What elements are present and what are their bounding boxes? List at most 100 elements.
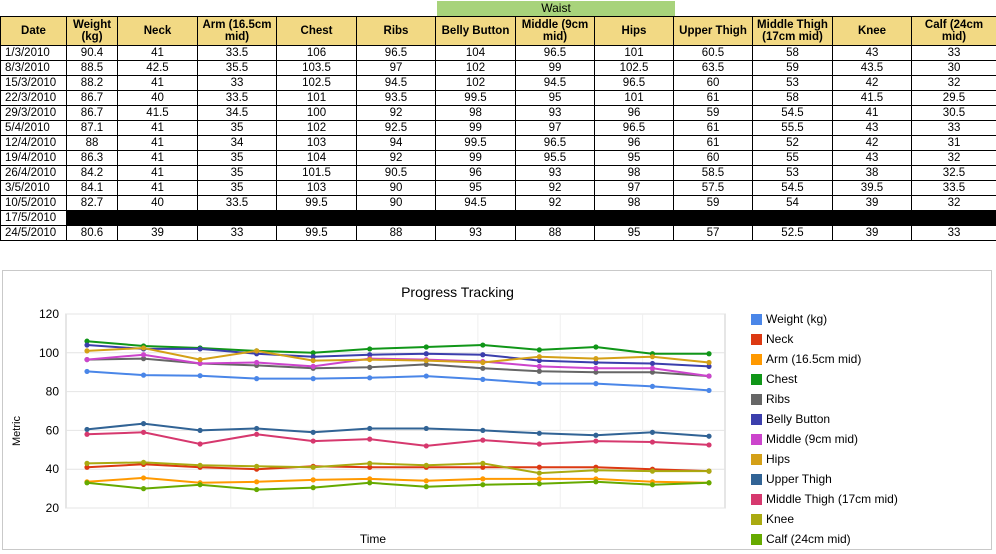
table-cell: 96: [594, 135, 674, 151]
chart-title: Progress Tracking: [401, 284, 514, 300]
table-cell: 40: [117, 90, 198, 106]
data-point: [423, 373, 429, 379]
data-point: [593, 359, 599, 366]
legend-item: Hips: [751, 449, 898, 469]
table-cell: 32: [911, 195, 996, 211]
column-header: Hips: [594, 16, 674, 46]
data-point: [480, 464, 486, 470]
data-point: [423, 361, 429, 368]
table-cell: 90: [356, 180, 436, 196]
table-cell: 63.5: [673, 60, 753, 76]
legend-item: Chest: [751, 369, 898, 389]
table-cell: 55.5: [752, 120, 833, 136]
table-cell: 101: [276, 90, 357, 106]
data-point: [423, 443, 429, 449]
data-point: [254, 348, 260, 354]
table-cell: 35.5: [197, 60, 277, 76]
data-point: [536, 380, 542, 387]
data-point: [480, 359, 486, 366]
legend-swatch: [751, 353, 762, 365]
table-cell: 92: [356, 150, 436, 166]
data-point: [84, 426, 90, 433]
table-cell: 90: [356, 195, 436, 211]
data-point: [310, 350, 316, 356]
table-cell: 30: [911, 60, 996, 76]
data-point: [254, 376, 260, 382]
table-cell-date: 15/3/2010: [0, 75, 67, 91]
table-cell: 41: [117, 135, 198, 151]
legend-swatch: [751, 513, 762, 525]
table-cell: 41: [117, 165, 198, 181]
data-point: [593, 344, 599, 350]
data-point: [480, 376, 486, 382]
table-cell: 95: [435, 180, 516, 196]
table-cell: 102.5: [594, 60, 674, 76]
table-cell: 33: [911, 225, 996, 241]
table-row: 26/4/2010 84.2 41 35 101.5 90.5 96 93 98 58.5 53 38…: [0, 165, 996, 181]
table-cell: 99.5: [435, 135, 516, 151]
column-header: Calf (24cm mid): [911, 16, 996, 46]
data-point: [706, 363, 712, 369]
data-point: [649, 365, 656, 371]
table-cell: 58.5: [673, 165, 753, 181]
column-header: Arm (16.5cm mid): [197, 16, 277, 46]
legend-item: Weight (kg): [751, 309, 898, 329]
table-cell: 88: [356, 225, 436, 241]
table-cell: 59: [673, 195, 753, 211]
table-cell: 61: [673, 135, 753, 151]
data-point: [310, 354, 316, 360]
data-point: [367, 476, 373, 482]
table-cell: 84.2: [66, 165, 118, 181]
table-cell: 101.5: [276, 165, 357, 181]
table-cell: 40: [117, 195, 198, 211]
legend-item: Neck: [751, 329, 898, 349]
table-row: 12/4/2010 88 41 34 103 94 99.5 96.5 96 61 52 42 31: [0, 135, 996, 151]
table-cell: 39: [832, 225, 912, 241]
data-point: [140, 429, 147, 435]
data-point: [423, 462, 429, 468]
data-point: [536, 441, 542, 447]
data-point: [197, 462, 203, 468]
table-cell: 53: [752, 75, 833, 91]
table-cell: 86.3: [66, 150, 118, 166]
table-cell: 82.7: [66, 195, 118, 211]
table-row: 3/5/2010 84.1 41 35 103 90 95 92 97 57.5 54.5 39.5 3…: [0, 180, 996, 196]
table-cell: 43: [832, 120, 912, 136]
data-point: [84, 464, 90, 470]
data-point: [536, 464, 542, 470]
table-row: 22/3/2010 86.7 40 33.5 101 93.5 99.5 95 101 61 58 4…: [0, 90, 996, 106]
data-point: [254, 431, 260, 437]
table-cell: 29.5: [911, 90, 996, 106]
table-cell: 88: [515, 225, 595, 241]
data-point: [480, 352, 486, 358]
table-cell: 88.5: [66, 60, 118, 76]
table-cell: 102: [435, 60, 516, 76]
data-point: [593, 438, 599, 444]
table-cell: 92: [356, 105, 436, 121]
table-cell: 96.5: [515, 45, 595, 61]
legend-item: Middle Thigh (17cm mid): [751, 489, 898, 509]
table-cell: 42: [832, 75, 912, 91]
table-cell: 96: [435, 165, 516, 181]
table-cell: 92: [515, 195, 595, 211]
data-point: [593, 381, 599, 387]
progress-chart: 20 40 60 80 100 120 Progress Tracking Time Metri…: [11, 284, 726, 546]
legend-label: Middle (9cm mid): [766, 432, 859, 446]
table-cell-date: 19/4/2010: [0, 150, 67, 166]
data-point: [593, 356, 599, 362]
data-point: [480, 427, 486, 433]
data-point: [649, 360, 656, 367]
data-point: [367, 364, 373, 370]
data-point: [84, 460, 90, 466]
data-point: [423, 484, 429, 490]
data-point: [367, 346, 373, 352]
data-point: [310, 464, 316, 470]
table-cell-date: 10/5/2010: [0, 195, 67, 211]
data-point: [197, 441, 203, 447]
table-cell: 41.5: [117, 105, 198, 121]
data-point: [310, 485, 316, 491]
table-cell: 39: [832, 195, 912, 211]
table-cell: 94.5: [435, 195, 516, 211]
table-cell: 99.5: [276, 225, 357, 241]
y-tick-label: 80: [46, 385, 60, 399]
